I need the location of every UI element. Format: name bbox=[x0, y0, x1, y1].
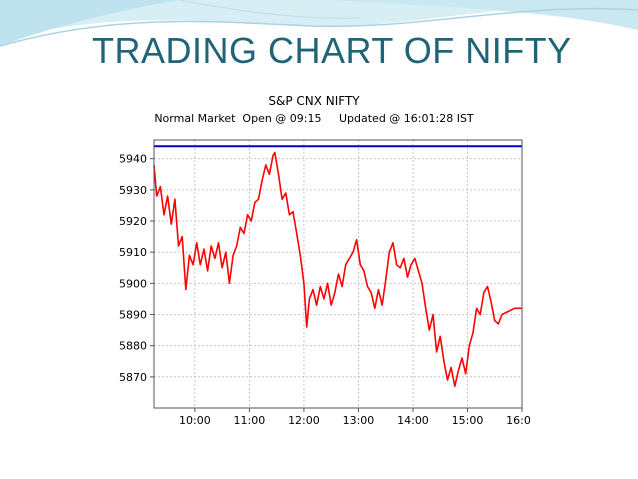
nifty-chart: S&P CNX NIFTY Normal Market Open @ 09:15… bbox=[119, 94, 530, 427]
chart-axis-ticks: 5870 5880 5890 5900 5910 5920 5930 5940 10:00 11:… bbox=[119, 153, 530, 427]
chart-subtitle: Normal Market Open @ 09:15 Updated @ 16:… bbox=[154, 112, 474, 125]
y-tick-label: 5940 bbox=[119, 153, 147, 166]
nifty-price-line bbox=[153, 151, 522, 388]
y-tick-label: 5900 bbox=[119, 277, 147, 290]
x-tick-label: 15:00 bbox=[452, 414, 484, 427]
x-tick-label: 14:00 bbox=[397, 414, 429, 427]
x-tick-label: 16:00 bbox=[506, 414, 530, 427]
chart-title: S&P CNX NIFTY bbox=[268, 94, 360, 108]
chart-series-layer bbox=[153, 145, 522, 388]
x-tick-label: 10:00 bbox=[179, 414, 211, 427]
y-tick-label: 5910 bbox=[119, 246, 147, 259]
slide-title: TRADING CHART OF NIFTY bbox=[92, 30, 572, 71]
x-tick-label: 13:00 bbox=[343, 414, 375, 427]
y-tick-label: 5870 bbox=[119, 371, 147, 384]
y-tick-label: 5880 bbox=[119, 340, 147, 353]
nifty-chart-panel: S&P CNX NIFTY Normal Market Open @ 09:15… bbox=[96, 90, 530, 430]
x-tick-label: 12:00 bbox=[288, 414, 320, 427]
y-tick-label: 5920 bbox=[119, 215, 147, 228]
plot-frame bbox=[153, 139, 523, 409]
x-tick-label: 11:00 bbox=[234, 414, 266, 427]
y-tick-label: 5930 bbox=[119, 184, 147, 197]
y-tick-label: 5890 bbox=[119, 309, 147, 322]
